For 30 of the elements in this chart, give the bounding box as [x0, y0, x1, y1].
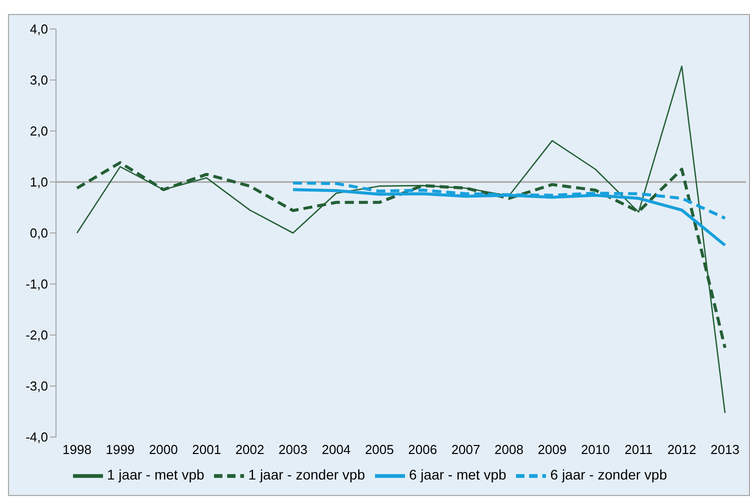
- y-tick-label: -3,0: [26, 378, 48, 394]
- x-tick-label: 2001: [192, 442, 222, 458]
- x-tick-label: 2000: [148, 442, 178, 458]
- x-tick-label: 2009: [538, 442, 567, 458]
- y-tick-label: -1,0: [26, 276, 48, 292]
- y-tick-label: 4,0: [30, 22, 48, 37]
- x-tick-label: 2002: [235, 442, 264, 458]
- x-tick-label: 2010: [580, 442, 610, 458]
- x-tick-label: 2013: [710, 442, 740, 458]
- x-tick-label: 2008: [494, 442, 524, 458]
- y-tick-label: 3,0: [30, 72, 48, 88]
- legend-label: 6 jaar - met vpb: [409, 466, 506, 483]
- y-tick-label: 0,0: [30, 226, 48, 241]
- x-tick-label: 2003: [278, 442, 308, 458]
- x-tick-label: 1999: [106, 442, 135, 458]
- x-tick-label: 2012: [667, 442, 696, 458]
- legend-label: 1 jaar - met vpb: [107, 466, 204, 483]
- y-tick-label: -2,0: [26, 328, 48, 343]
- x-tick-label: 2007: [451, 442, 480, 458]
- y-tick-label: 1,0: [30, 174, 48, 190]
- x-tick-label: 2004: [322, 442, 351, 458]
- x-tick-label: 2005: [364, 442, 394, 458]
- legend-label: 1 jaar - zonder vpb: [248, 466, 365, 483]
- line-series: [76, 66, 726, 414]
- y-tick-label: -4,0: [26, 430, 48, 445]
- x-tick-label: 1998: [62, 442, 92, 458]
- legend-label: 6 jaar - zonder vpb: [550, 466, 667, 483]
- x-tick-label: 2011: [624, 442, 653, 458]
- y-tick-label: 2,0: [30, 124, 48, 139]
- x-tick-label: 2006: [408, 442, 438, 458]
